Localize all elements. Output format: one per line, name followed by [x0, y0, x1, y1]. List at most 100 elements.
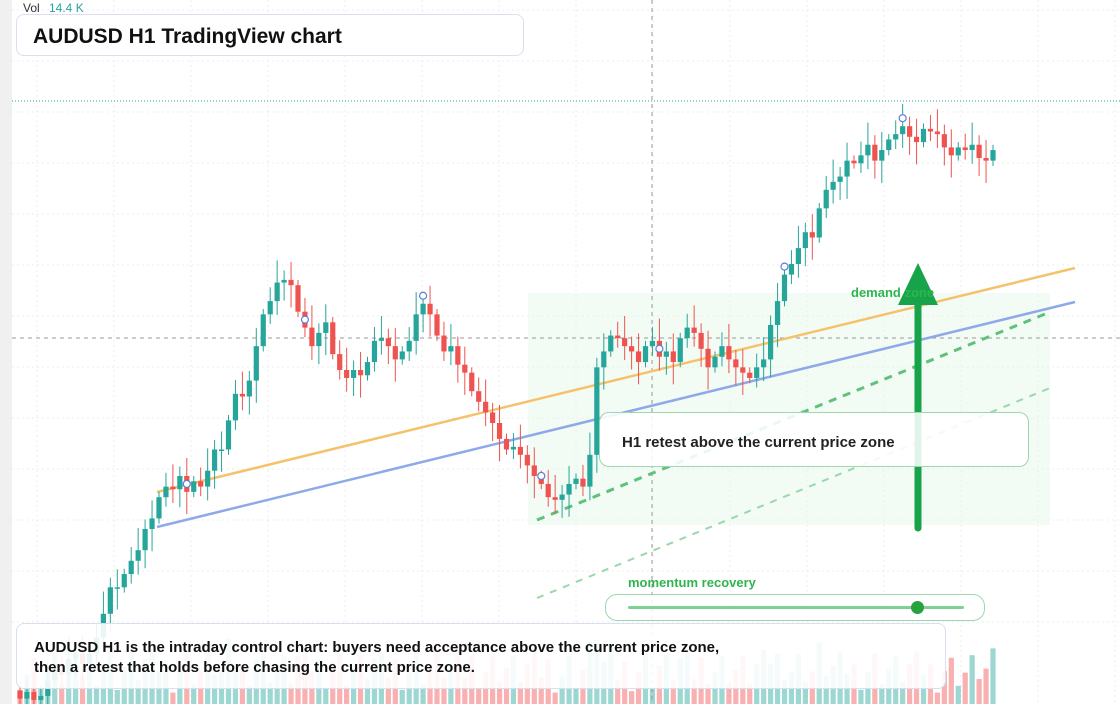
- candle-body: [205, 470, 211, 487]
- volume-bar: [191, 684, 197, 704]
- candle-body: [24, 691, 30, 699]
- volume-bar: [79, 676, 86, 704]
- candle-body: [851, 160, 857, 164]
- volume-bar: [323, 688, 329, 704]
- volume-bar: [941, 671, 947, 704]
- candle-body: [594, 367, 600, 455]
- analysis-note-card: AUDUSD H1 is the intraday control chart:…: [16, 623, 946, 689]
- candle-body: [642, 346, 649, 363]
- volume-bar: [781, 680, 788, 704]
- candle-body: [128, 560, 134, 575]
- volume-bar: [802, 681, 808, 704]
- candle-body: [330, 322, 336, 355]
- candle-body: [323, 322, 329, 333]
- candle-body: [893, 134, 899, 140]
- candle-body: [823, 189, 829, 209]
- volume-bar: [288, 683, 294, 704]
- candle-body: [455, 346, 461, 365]
- volume-bar: [747, 683, 753, 704]
- candle-body: [573, 478, 579, 484]
- candle-body: [260, 314, 266, 347]
- candle-body: [629, 346, 635, 352]
- candle-body: [281, 279, 287, 283]
- volume-bar: [552, 692, 558, 704]
- momentum-slider[interactable]: [605, 594, 985, 621]
- volume-bar: [900, 681, 906, 704]
- volume-bar: [59, 683, 65, 704]
- volume-bar: [962, 672, 968, 704]
- candle-body: [712, 356, 718, 368]
- volume-bar: [462, 677, 468, 704]
- bullish-arrow-head: [898, 263, 938, 305]
- candle-body: [622, 338, 628, 347]
- candle-body: [357, 370, 364, 376]
- candle-body: [913, 136, 920, 143]
- analysis-note-text: AUDUSD H1 is the intraday control chart:…: [34, 639, 720, 676]
- momentum-slider-thumb[interactable]: [910, 601, 924, 614]
- candle-body: [830, 181, 836, 190]
- volume-bar: [559, 675, 565, 704]
- volume-bar: [399, 689, 405, 704]
- volume-bar: [573, 687, 579, 704]
- candle-body: [385, 338, 391, 347]
- candle-body: [149, 518, 155, 529]
- candle-body: [413, 314, 419, 341]
- candle-body: [761, 359, 767, 368]
- candle-body: [427, 303, 433, 315]
- candle-body: [559, 494, 565, 500]
- candle-body: [503, 438, 510, 450]
- candle-body: [608, 335, 614, 352]
- volume-bar: [858, 689, 864, 704]
- candle-body: [114, 587, 120, 589]
- candle-body: [212, 449, 218, 471]
- candle-body: [496, 423, 503, 439]
- volume-bar: [969, 655, 975, 704]
- candle-body: [448, 346, 454, 352]
- signal-marker: [537, 471, 546, 481]
- candle-body: [107, 587, 113, 614]
- candle-body: [309, 327, 315, 347]
- candle-body: [378, 338, 384, 341]
- candle-body: [232, 393, 239, 421]
- volume-bar: [496, 681, 503, 704]
- candle-body: [142, 529, 148, 551]
- volume-bar: [976, 679, 982, 704]
- volume-bar: [93, 685, 100, 704]
- volume-bar: [705, 684, 711, 704]
- candle-body: [441, 335, 447, 352]
- candle-body: [364, 362, 371, 376]
- volume-bar: [629, 691, 635, 704]
- volume-bar: [114, 690, 120, 704]
- volume-bar: [670, 680, 676, 704]
- volume-bar: [170, 692, 176, 704]
- volume-bar: [441, 677, 447, 704]
- volume-bar: [420, 684, 426, 704]
- volume-bar: [385, 677, 391, 704]
- momentum-slider-track[interactable]: [628, 606, 964, 609]
- candle-body: [587, 454, 593, 487]
- candle-body: [198, 481, 204, 487]
- retest-callout: H1 retest above the current price zone: [599, 412, 1029, 467]
- candle-body: [177, 476, 183, 490]
- candle-body: [399, 351, 405, 360]
- volume-bar: [990, 648, 996, 704]
- candle-body: [969, 144, 975, 151]
- candle-body: [747, 372, 753, 378]
- candle-body: [698, 332, 704, 349]
- signal-marker: [898, 114, 907, 123]
- candle-body: [344, 370, 350, 378]
- volume-bar: [364, 679, 371, 704]
- candle-body: [726, 346, 732, 360]
- volume-bar: [135, 680, 141, 704]
- candle-body: [17, 690, 23, 699]
- candle-body: [754, 367, 760, 378]
- candle-body: [858, 155, 864, 164]
- candle-body: [670, 351, 676, 363]
- chart-title: AUDUSD H1 TradingView chart: [33, 25, 342, 48]
- volume-bar: [246, 685, 252, 704]
- candle-body: [684, 327, 690, 339]
- candle-body: [649, 340, 656, 347]
- candle-body: [316, 332, 322, 347]
- candle-body: [795, 248, 801, 264]
- volume-bar: [983, 668, 989, 704]
